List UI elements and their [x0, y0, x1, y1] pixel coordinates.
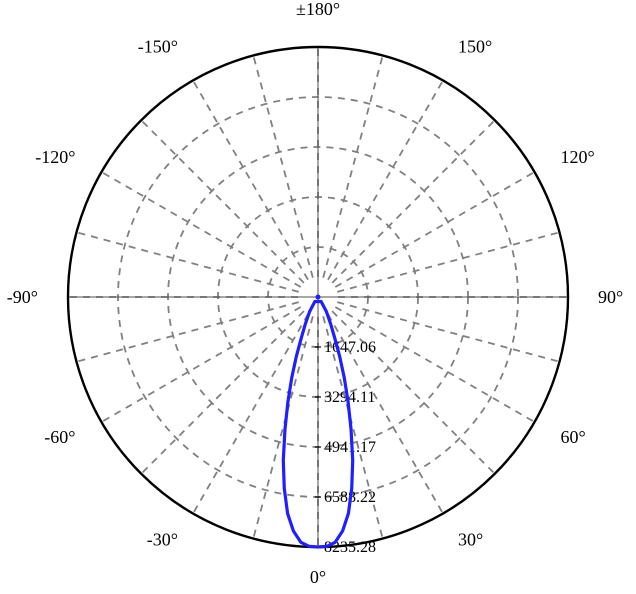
angular-tick-label: -30°: [147, 529, 178, 549]
angular-tick-label: -90°: [7, 287, 38, 307]
radial-tick-label: 1647.06: [324, 339, 376, 356]
radial-tick-label: 8235.28: [324, 539, 376, 556]
angular-tick-label: 120°: [560, 147, 594, 167]
polar-svg: 1647.063294.114941.176588.228235.280°30°…: [0, 0, 636, 594]
angular-tick-label: -120°: [35, 147, 75, 167]
angular-tick-label: 60°: [560, 427, 585, 447]
angular-tick-label: 150°: [458, 37, 492, 57]
polar-chart: 1647.063294.114941.176588.228235.280°30°…: [0, 0, 636, 594]
angular-tick-label: 90°: [598, 287, 623, 307]
radial-tick-label: 4941.17: [324, 439, 376, 456]
angular-tick-label: -150°: [138, 37, 178, 57]
angular-tick-label: ±180°: [296, 0, 340, 19]
angular-tick-label: -60°: [44, 427, 75, 447]
angular-tick-label: 0°: [310, 567, 326, 587]
angular-tick-label: 30°: [458, 529, 483, 549]
